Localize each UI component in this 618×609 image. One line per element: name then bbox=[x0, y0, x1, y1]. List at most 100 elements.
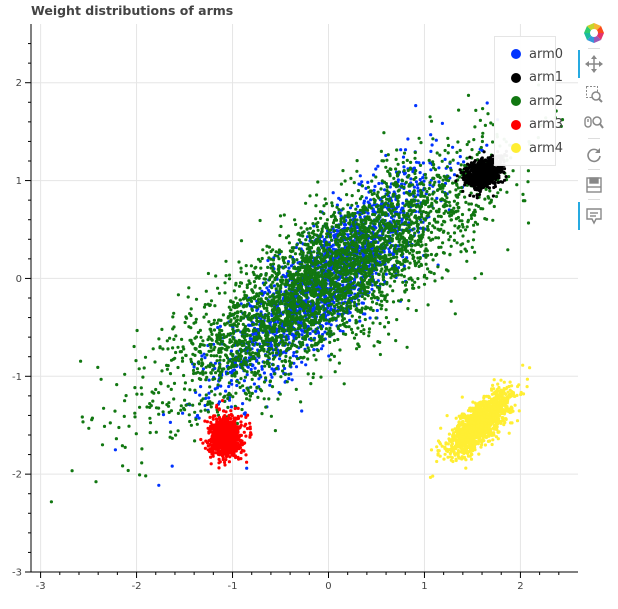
data-point bbox=[275, 366, 279, 371]
data-point bbox=[421, 161, 425, 165]
data-point bbox=[306, 300, 311, 304]
data-point bbox=[293, 308, 297, 312]
data-point bbox=[161, 347, 165, 351]
data-point bbox=[413, 239, 417, 243]
data-point bbox=[328, 233, 332, 237]
data-point bbox=[265, 244, 269, 248]
data-point bbox=[442, 229, 446, 233]
data-point bbox=[253, 366, 257, 370]
data-point bbox=[174, 334, 178, 338]
data-point bbox=[429, 168, 433, 172]
data-point bbox=[321, 304, 325, 308]
data-point bbox=[422, 282, 427, 286]
data-point bbox=[248, 316, 252, 320]
data-point bbox=[369, 198, 373, 202]
data-point bbox=[247, 298, 251, 302]
data-point bbox=[358, 263, 362, 268]
data-point bbox=[154, 430, 158, 434]
data-point bbox=[515, 183, 519, 187]
data-point bbox=[248, 398, 252, 402]
data-point bbox=[209, 345, 213, 349]
data-point bbox=[401, 209, 405, 213]
data-point bbox=[320, 269, 324, 273]
data-point bbox=[384, 308, 388, 312]
data-point bbox=[256, 369, 261, 373]
data-point bbox=[171, 346, 175, 350]
data-point bbox=[333, 317, 337, 321]
data-point bbox=[231, 331, 236, 335]
data-point bbox=[384, 226, 388, 231]
data-point bbox=[281, 369, 285, 373]
data-point bbox=[372, 188, 376, 192]
data-point bbox=[207, 396, 211, 400]
data-point bbox=[364, 186, 368, 190]
data-point bbox=[190, 378, 194, 383]
data-point bbox=[229, 405, 233, 409]
data-point bbox=[332, 304, 336, 308]
data-point bbox=[263, 334, 268, 338]
data-point bbox=[284, 298, 288, 302]
data-point bbox=[396, 178, 400, 182]
data-point bbox=[357, 260, 361, 264]
data-point bbox=[526, 221, 531, 225]
data-point bbox=[431, 258, 435, 262]
data-point bbox=[148, 421, 153, 425]
data-point bbox=[258, 273, 263, 278]
data-point bbox=[283, 358, 287, 362]
data-point bbox=[214, 371, 218, 375]
data-point bbox=[338, 211, 342, 215]
data-point bbox=[255, 342, 259, 346]
data-point bbox=[316, 271, 320, 275]
data-point bbox=[291, 257, 295, 262]
data-point bbox=[409, 177, 413, 181]
data-point bbox=[195, 413, 200, 418]
data-point bbox=[397, 299, 401, 303]
data-point bbox=[288, 364, 292, 368]
data-point bbox=[188, 388, 192, 392]
data-point bbox=[319, 327, 324, 331]
data-point bbox=[407, 214, 411, 219]
data-point bbox=[494, 194, 499, 199]
data-point bbox=[394, 157, 398, 161]
data-point bbox=[298, 240, 303, 244]
data-point bbox=[284, 335, 288, 339]
data-point bbox=[306, 357, 310, 361]
data-point bbox=[255, 292, 259, 296]
data-point bbox=[221, 339, 225, 343]
data-point bbox=[260, 412, 264, 416]
data-point bbox=[473, 276, 477, 280]
data-point bbox=[276, 343, 280, 347]
data-point bbox=[456, 186, 461, 190]
data-point bbox=[168, 420, 172, 424]
data-point bbox=[244, 264, 248, 268]
data-point bbox=[249, 304, 253, 308]
data-point bbox=[264, 296, 268, 300]
data-point bbox=[278, 333, 283, 337]
data-point bbox=[331, 221, 336, 225]
data-point bbox=[396, 189, 400, 193]
data-point bbox=[299, 344, 303, 349]
data-point bbox=[417, 285, 421, 289]
data-point bbox=[203, 403, 207, 408]
data-point bbox=[388, 185, 392, 189]
data-point bbox=[419, 191, 423, 195]
data-point bbox=[323, 197, 327, 201]
data-point bbox=[330, 204, 334, 208]
data-point bbox=[226, 371, 230, 375]
data-point bbox=[296, 296, 300, 300]
data-point bbox=[224, 389, 228, 393]
data-point bbox=[375, 302, 379, 306]
data-point bbox=[455, 202, 459, 206]
data-point bbox=[373, 219, 377, 223]
data-point bbox=[426, 253, 430, 257]
data-point bbox=[140, 447, 144, 451]
data-point bbox=[459, 163, 463, 167]
data-point bbox=[454, 188, 458, 192]
data-point bbox=[215, 354, 219, 358]
data-point bbox=[258, 218, 262, 223]
data-point bbox=[378, 321, 382, 326]
data-point bbox=[259, 297, 263, 301]
data-point bbox=[401, 201, 405, 205]
data-point bbox=[242, 389, 246, 393]
